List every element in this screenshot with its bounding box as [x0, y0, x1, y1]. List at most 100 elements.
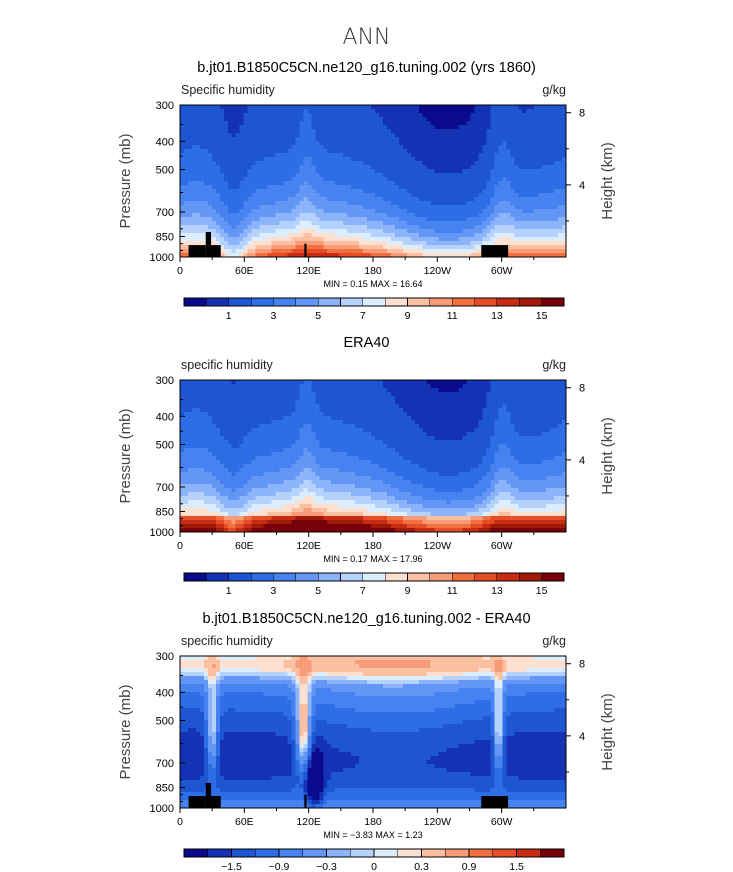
contour-cell: [474, 161, 480, 166]
contour-cell: [486, 109, 491, 114]
contour-cell: [347, 125, 352, 130]
contour-cell: [414, 129, 420, 134]
contour-cell: [363, 241, 368, 246]
contour-cell: [199, 520, 205, 525]
contour-cell: [299, 468, 304, 473]
contour-cell: [438, 125, 444, 130]
contour-cell: [402, 189, 408, 194]
contour-cell: [259, 109, 265, 114]
contour-cell: [187, 400, 193, 405]
contour-cell: [526, 121, 531, 126]
contour-cell: [267, 217, 273, 222]
contour-cell: [283, 516, 289, 521]
contour-cell: [470, 109, 476, 114]
contour-cell: [307, 253, 312, 258]
contour-cell: [514, 241, 519, 246]
contour-cell: [394, 141, 400, 146]
contour-cell: [271, 165, 277, 170]
contour-cell: [482, 237, 488, 242]
contour-cell: [195, 105, 201, 110]
contour-cell: [315, 137, 320, 142]
contour-cell: [558, 145, 563, 150]
contour-cell: [319, 145, 324, 150]
contour-cell: [422, 137, 428, 142]
contour-cell: [398, 245, 404, 250]
contour-cell: [243, 229, 249, 234]
contour-cell: [259, 113, 265, 118]
contour-cell: [466, 233, 472, 238]
contour-cell: [279, 460, 285, 465]
contour-cell: [180, 488, 185, 493]
contour-cell: [558, 221, 563, 226]
contour-cell: [187, 520, 193, 525]
contour-cell: [510, 169, 515, 174]
contour-cell: [482, 193, 488, 198]
contour-cell: [386, 109, 392, 114]
contour-cell: [339, 113, 344, 118]
contour-cell: [506, 165, 511, 170]
contour-cell: [191, 193, 197, 198]
contour-cell: [291, 432, 296, 437]
contour-cell: [426, 197, 432, 202]
contour-cell: [446, 149, 452, 154]
contour-cell: [207, 444, 213, 449]
contour-cell: [538, 205, 543, 210]
contour-cell: [398, 181, 404, 186]
contour-cell: [426, 213, 432, 218]
contour-cell: [227, 396, 233, 401]
contour-cell: [347, 253, 352, 258]
contour-cell: [283, 157, 289, 162]
contour-cell: [498, 229, 503, 234]
contour-cell: [562, 197, 567, 202]
contour-cell: [219, 229, 225, 234]
contour-cell: [410, 129, 416, 134]
contour-cell: [498, 169, 503, 174]
contour-cell: [558, 113, 563, 118]
contour-cell: [203, 436, 209, 441]
contour-cell: [339, 237, 344, 242]
contour-cell: [203, 432, 209, 437]
contour-cell: [378, 221, 384, 226]
contour-cell: [299, 173, 304, 178]
contour-cell: [295, 440, 300, 445]
contour-cell: [187, 464, 193, 469]
contour-cell: [259, 508, 265, 513]
contour-cell: [438, 253, 444, 258]
contour-cell: [259, 245, 265, 250]
contour-cell: [450, 253, 456, 258]
contour-cell: [239, 512, 245, 517]
contour-cell: [323, 105, 328, 110]
contour-cell: [367, 105, 372, 110]
contour-cell: [283, 205, 289, 210]
contour-cell: [482, 205, 488, 210]
contour-cell: [203, 480, 209, 485]
contour-cell: [187, 121, 193, 126]
contour-cell: [546, 221, 551, 226]
contour-cell: [418, 117, 424, 122]
contour-cell: [263, 149, 269, 154]
contour-cell: [183, 125, 189, 130]
contour-cell: [283, 193, 289, 198]
contour-cell: [418, 129, 424, 134]
contour-cell: [203, 452, 209, 457]
contour-cell: [550, 237, 555, 242]
contour-cell: [311, 137, 316, 142]
contour-cell: [255, 185, 261, 190]
contour-cell: [550, 209, 555, 214]
contour-cell: [522, 225, 527, 230]
contour-cell: [191, 237, 197, 242]
contour-cell: [331, 133, 336, 138]
contour-cell: [180, 484, 185, 489]
contour-cell: [180, 384, 185, 389]
contour-cell: [386, 221, 392, 226]
contour-cell: [215, 512, 221, 517]
contour-cell: [235, 496, 241, 501]
contour-cell: [271, 452, 277, 457]
contour-cell: [347, 201, 352, 206]
contour-cell: [295, 253, 300, 258]
contour-cell: [255, 396, 261, 401]
contour-cell: [490, 177, 495, 182]
contour-cell: [355, 109, 360, 114]
contour-cell: [474, 109, 480, 114]
contour-cell: [462, 105, 468, 110]
